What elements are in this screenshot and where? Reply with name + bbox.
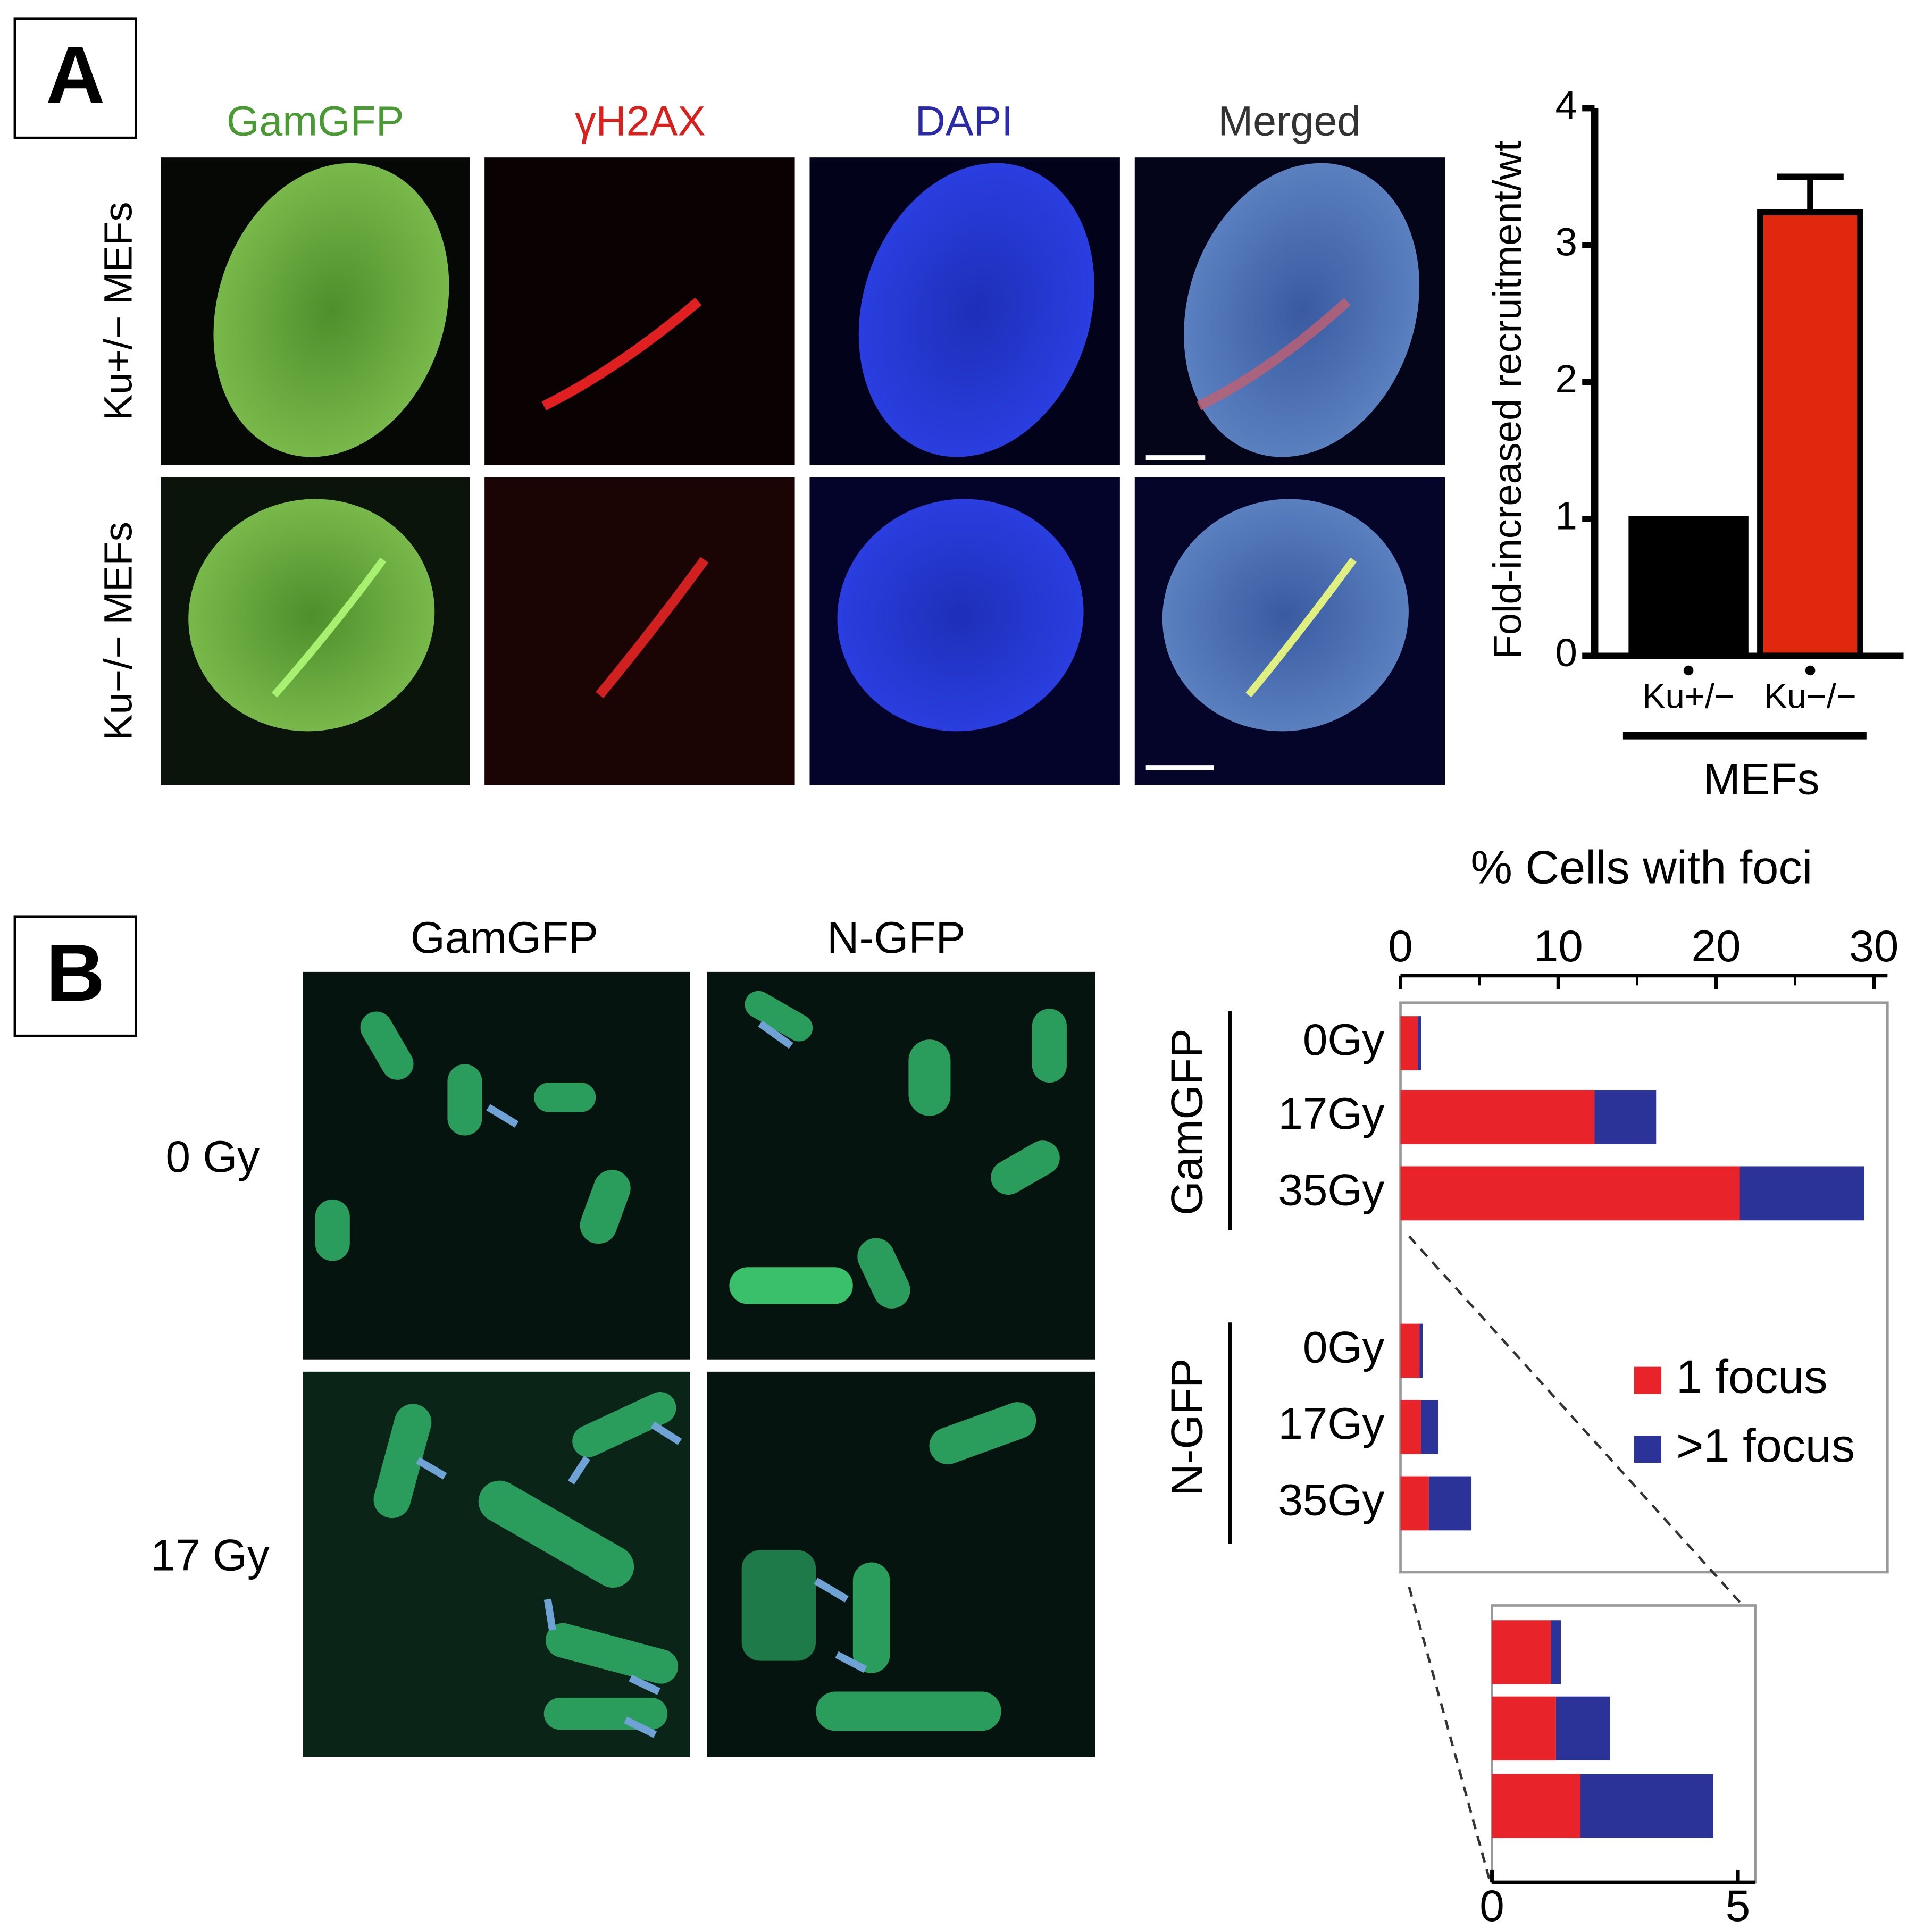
y-tick-label: 0Gy [1303, 1322, 1385, 1372]
x-tick [1683, 665, 1694, 676]
x-axis-label: MEFs [1703, 754, 1819, 804]
y-tick-label: 17Gy [1278, 1088, 1384, 1138]
micrograph-grid [161, 157, 1445, 785]
panel-label-box [13, 17, 138, 139]
y-tick-label: 1 [1555, 494, 1577, 538]
inset-bar-segment [1492, 1620, 1551, 1684]
x-tick-label: 30 [1849, 921, 1898, 971]
arrows [416, 1020, 867, 1738]
legend-label: 1 focus [1676, 1350, 1828, 1403]
chart-title: % Cells with foci [1470, 841, 1812, 894]
y-tick-label: 35Gy [1278, 1165, 1384, 1215]
column-header: GamGFP [227, 98, 404, 145]
x-tick-label: 20 [1691, 921, 1741, 971]
column-header: Merged [1218, 98, 1360, 145]
legend-label: >1 focus [1676, 1419, 1855, 1472]
y-tick-label: 2 [1555, 357, 1577, 401]
inset-bar-segment [1492, 1696, 1556, 1761]
y-tick-label: 0Gy [1303, 1014, 1385, 1064]
group-label: GamGFP [1161, 1028, 1211, 1215]
bar-segment [1400, 1166, 1740, 1221]
x-tick-label: Ku+/− [1642, 676, 1735, 715]
x-tick-label: Ku−/− [1764, 676, 1856, 715]
row-label: 0 Gy [165, 1131, 260, 1181]
bar-segment [1421, 1400, 1438, 1454]
bar-segment [1400, 1400, 1421, 1454]
bar-segment [1428, 1476, 1472, 1531]
column-header: DAPI [915, 98, 1013, 145]
inset-bar-segment [1580, 1774, 1713, 1838]
y-tick-label: 4 [1555, 83, 1577, 127]
row-label: Ku+/− MEFs [96, 202, 140, 421]
column-header: N-GFP [827, 912, 965, 962]
panel-label: A [46, 29, 105, 120]
group-label: N-GFP [1161, 1358, 1211, 1496]
bar [1757, 209, 1863, 659]
y-tick-label: 35Gy [1278, 1475, 1384, 1525]
bar-segment [1400, 1476, 1429, 1531]
error-bar [1777, 173, 1844, 213]
inset-x-tick-label: 5 [1726, 1881, 1751, 1929]
legend-swatch [1634, 1436, 1661, 1463]
bar-segment [1594, 1090, 1657, 1144]
micrograph-grid [303, 971, 1095, 1757]
panel-label: B [46, 927, 105, 1018]
y-tick-label: 3 [1555, 220, 1577, 264]
row-label: 17 Gy [151, 1530, 270, 1580]
bar [1628, 516, 1749, 659]
y-axis-label: Fold-increased recruitment/wt [1485, 140, 1529, 659]
inset-bar-segment [1551, 1620, 1561, 1684]
bar-segment [1400, 1090, 1595, 1144]
column-header: γH2AX [575, 98, 706, 145]
x-tick-label: 0 [1388, 921, 1413, 971]
inset-bar-segment [1492, 1774, 1581, 1838]
zoom-line [1408, 1235, 1744, 1881]
x-tick [1805, 665, 1816, 676]
bar-segment [1400, 1323, 1420, 1378]
x-tick-label: 10 [1534, 921, 1583, 971]
bar-segment [1419, 1323, 1423, 1378]
y-tick-label: 17Gy [1278, 1398, 1384, 1448]
plot-frame [1399, 1001, 1889, 1574]
bar-segment [1739, 1166, 1864, 1221]
row-label: Ku−/− MEFs [96, 522, 140, 740]
y-tick-label: 0 [1555, 631, 1577, 675]
bar-segment [1400, 1016, 1418, 1070]
legend-swatch [1634, 1366, 1661, 1394]
inset-x-tick-label: 0 [1479, 1881, 1504, 1929]
bar-segment [1418, 1016, 1421, 1070]
inset-bar-segment [1555, 1696, 1610, 1761]
column-header: GamGFP [411, 912, 598, 962]
panel-label-box [13, 915, 138, 1037]
